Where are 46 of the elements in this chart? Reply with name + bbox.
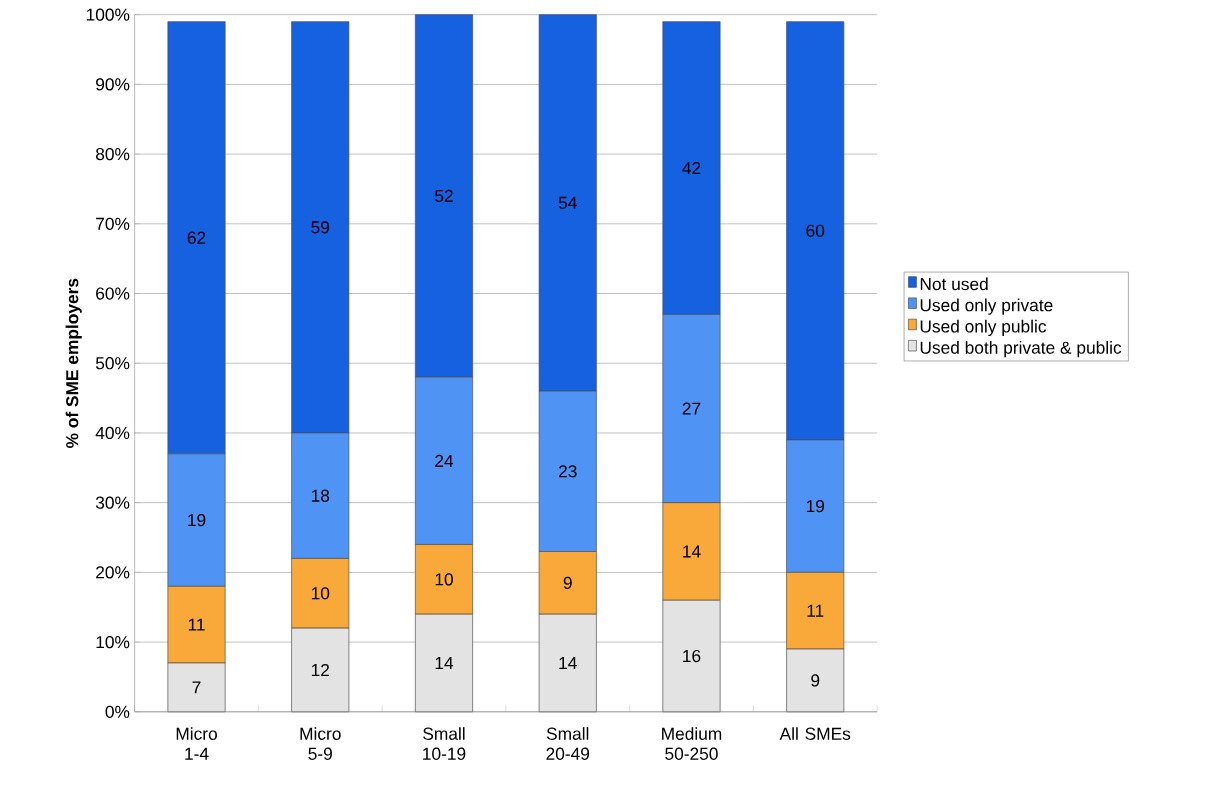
data-label: 59 [311, 221, 330, 234]
y-tick-label: 100% [86, 8, 130, 21]
data-label: 10 [311, 587, 330, 600]
y-tick-label: 0% [105, 705, 130, 718]
x-tick-label: Small 10-19 [423, 727, 466, 760]
data-label: 11 [188, 618, 205, 631]
y-tick-label: 90% [96, 78, 130, 91]
data-label: 10 [435, 573, 453, 586]
x-tick-label: Micro 5-9 [300, 727, 341, 760]
data-label: 9 [563, 576, 572, 589]
x-tick-label: All SMEs [779, 727, 851, 740]
legend-label: Used only public [920, 319, 1047, 336]
data-label: 18 [311, 489, 330, 502]
data-label: 52 [435, 189, 453, 202]
data-label: 9 [811, 674, 820, 687]
y-tick-label: 60% [96, 287, 130, 300]
data-label: 19 [806, 499, 825, 513]
data-label: 12 [311, 663, 330, 676]
x-tick-label: Small 20-49 [546, 727, 590, 760]
legend-label: Used only private [920, 298, 1053, 315]
y-tick-label: 40% [95, 426, 130, 440]
x-tick-label: Medium 50-250 [662, 727, 722, 760]
y-tick-label: 50% [95, 357, 130, 370]
data-label: 23 [558, 465, 577, 478]
data-label: 16 [683, 649, 701, 663]
y-tick-label: 70% [96, 217, 130, 230]
data-label: 42 [682, 161, 701, 175]
data-label: 14 [559, 657, 577, 669]
data-label: 7 [192, 681, 201, 694]
y-axis-title: % of SME employers [65, 278, 82, 448]
data-label: 19 [188, 513, 206, 527]
y-tick-label: 10% [96, 635, 130, 649]
x-tick-label: Micro 1-4 [176, 727, 217, 760]
data-label: 27 [682, 402, 701, 415]
legend-label: Used both private & public [920, 341, 1122, 358]
legend-label: Not used [920, 277, 988, 291]
y-tick-label: 20% [96, 566, 130, 579]
y-tick-label: 30% [95, 496, 130, 509]
data-label: 54 [558, 196, 577, 209]
data-label: 14 [435, 657, 454, 669]
data-label: 24 [435, 454, 454, 467]
y-tick-label: 80% [96, 147, 130, 161]
data-label: 14 [683, 545, 701, 558]
data-label: 11 [807, 604, 824, 617]
data-label: 62 [187, 231, 206, 244]
data-label: 60 [806, 224, 825, 237]
